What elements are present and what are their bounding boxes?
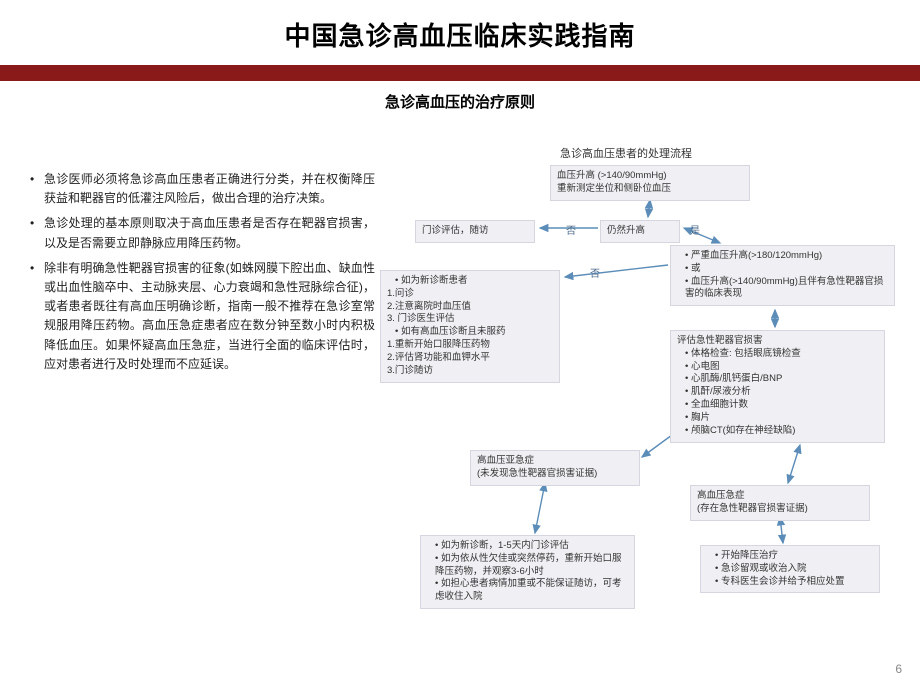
bullet-item: •除非有明确急性靶器官损害的征象(如蛛网膜下腔出血、缺血性或出血性脑卒中、主动脉… (30, 259, 375, 374)
flow-label-no1: 否 (566, 222, 576, 237)
flow-label-yes1: 是 (690, 222, 700, 237)
red-stripe (0, 65, 920, 81)
bullet-panel: •急诊医师必须将急诊高血压患者正确进行分类，并在权衡降压获益和靶器官的低灌注风险… (30, 170, 375, 380)
bullet-item: •急诊处理的基本原则取决于高血压患者是否存在靶器官损害，以及是否需要立即静脉应用… (30, 214, 375, 252)
bullet-list: •急诊医师必须将急诊高血压患者正确进行分类，并在权衡降压获益和靶器官的低灌注风险… (30, 170, 375, 374)
arrow-3 (565, 265, 668, 277)
page-title: 中国急诊高血压临床实践指南 (0, 16, 920, 53)
flow-node-n5: 如为新诊断患者1.问诊2.注意离院时血压值3. 门诊医生评估如有高血压诊断且未服… (380, 270, 560, 383)
arrow-7 (535, 483, 545, 533)
arrow-6 (788, 445, 800, 483)
flow-node-n10: 开始降压治疗急诊留观或收治入院专科医生会诊并给予相应处置 (700, 545, 880, 593)
arrow-0 (648, 200, 650, 217)
flow-title: 急诊高血压患者的处理流程 (560, 145, 692, 161)
flow-node-n3: 仍然升高 (600, 220, 680, 243)
subtitle: 急诊高血压的治疗原则 (0, 91, 920, 112)
flow-node-n2: 门诊评估，随访 (415, 220, 535, 243)
bullet-item: •急诊医师必须将急诊高血压患者正确进行分类，并在权衡降压获益和靶器官的低灌注风险… (30, 170, 375, 208)
flow-node-n8: 高血压急症(存在急性靶器官损害证据) (690, 485, 870, 521)
flow-node-n6: 评估急性靶器官损害体格检查: 包括眼底镜检查心电图心肌酶/肌钙蛋白/BNP肌酐/… (670, 330, 885, 443)
flow-node-n7: 高血压亚急症(未发现急性靶器官损害证据) (470, 450, 640, 486)
arrow-8 (780, 517, 783, 543)
flowchart: 血压升高 (>140/90mmHg)重新测定坐位和侧卧位血压门诊评估，随访 仍然升… (380, 165, 910, 675)
title-bar: 中国急诊高血压临床实践指南 (0, 0, 920, 61)
flow-node-n1: 血压升高 (>140/90mmHg)重新测定坐位和侧卧位血压 (550, 165, 750, 201)
flow-label-no2: 否 (590, 265, 600, 280)
arrow-5 (642, 435, 672, 457)
flow-node-n9: 如为新诊断，1-5天内门诊评估如为依从性欠佳或突然停药，重新开始口服降压药物，并… (420, 535, 635, 609)
page-number: 6 (895, 662, 902, 676)
flow-node-n4: 严重血压升高(>180/120mmHg)或血压升高(>140/90mmHg)且伴… (670, 245, 895, 306)
